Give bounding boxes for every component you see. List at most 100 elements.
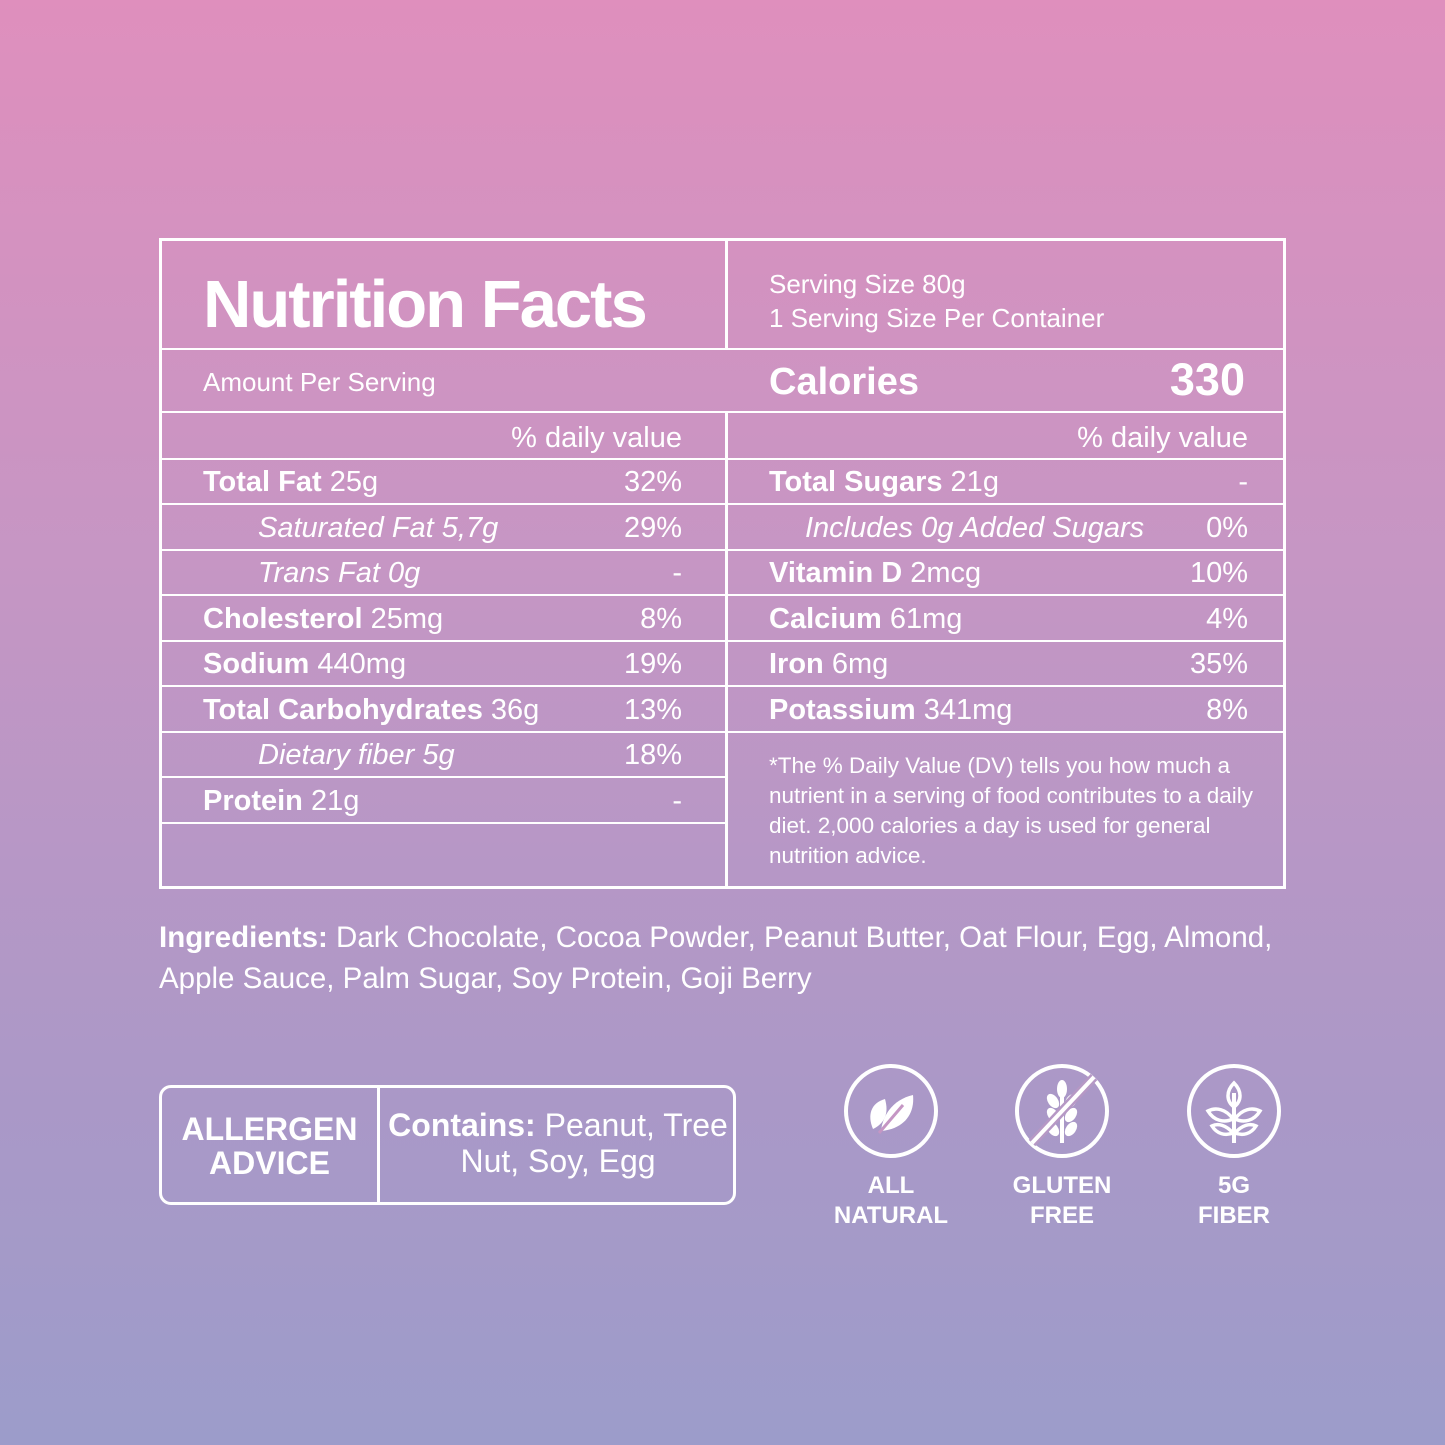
nutrient-name: Includes 0g Added Sugars: [805, 511, 1145, 544]
nutrient-name: Total Fat: [203, 465, 322, 498]
row-rule: [728, 640, 1283, 642]
nutrient-amount: 341mg: [915, 693, 1013, 726]
dv-header-left: % daily value: [511, 422, 682, 454]
nutrient-row-sodium: Sodium 440mg 19%: [203, 641, 682, 686]
nutrient-name: Calcium: [769, 602, 882, 635]
nutrient-name: Total Carbohydrates: [203, 693, 483, 726]
nutrient-name: Saturated Fat 5,7g: [258, 511, 499, 544]
nutrient-dv: -: [672, 784, 682, 817]
allergen-advice-box: ALLERGEN ADVICE Contains: Peanut, Tree N…: [159, 1085, 736, 1205]
calories-label: Calories: [769, 361, 919, 403]
ingredients-text: Dark Chocolate, Cocoa Powder, Peanut But…: [159, 921, 1273, 995]
serving-info: Serving Size 80g 1 Serving Size Per Cont…: [769, 267, 1104, 335]
nutrient-name: Dietary fiber 5g: [258, 738, 455, 771]
label-title: Nutrition Facts: [203, 267, 648, 342]
nutrient-name: Vitamin D: [769, 556, 903, 589]
nutrient-dv: 8%: [1206, 693, 1248, 726]
row-rule: [162, 822, 725, 824]
nutrient-row-added-sugars: Includes 0g Added Sugars 0%: [769, 505, 1248, 550]
row-rule: [162, 503, 725, 505]
nutrient-dv: 32%: [623, 465, 682, 498]
badge-caption: GLUTEN FREE: [1012, 1172, 1112, 1229]
nutrient-name: Potassium: [769, 693, 916, 726]
plant-icon: [1187, 1064, 1281, 1158]
row-rule: [728, 685, 1283, 687]
nutrient-name: Trans Fat 0g: [258, 556, 421, 589]
nutrient-amount: 21g: [302, 784, 360, 817]
nutrient-dv: 35%: [1189, 647, 1248, 680]
nutrient-row-total-sugars: Total Sugars 21g -: [769, 459, 1248, 504]
nutrient-amount: 25g: [321, 465, 379, 498]
nutrient-row-iron: Iron 6mg 35%: [769, 641, 1248, 686]
nutrient-amount: 6mg: [823, 647, 889, 680]
nutrient-row-protein: Protein 21g -: [203, 778, 682, 823]
nutrient-row-vitamin-d: Vitamin D 2mcg 10%: [769, 550, 1248, 595]
nutrient-row-total-fat: Total Fat 25g 32%: [203, 459, 682, 504]
column-divider: [725, 412, 728, 886]
row-rule: [162, 731, 725, 733]
nutrient-dv: 29%: [623, 511, 682, 544]
nutrient-amount: 440mg: [309, 647, 407, 680]
nutrient-dv: 10%: [1189, 556, 1248, 589]
nutrient-amount: 36g: [482, 693, 540, 726]
dv-header-right: % daily value: [1077, 422, 1248, 454]
amount-per-serving: Amount Per Serving: [203, 367, 436, 397]
leaf-icon: [844, 1064, 938, 1158]
allergen-contains: Contains: Peanut, Tree Nut, Soy, Egg: [380, 1107, 736, 1179]
nutrient-row-potassium: Potassium 341mg 8%: [769, 687, 1248, 732]
row-rule: [162, 594, 725, 596]
daily-value-disclaimer: *The % Daily Value (DV) tells you how mu…: [769, 753, 1254, 868]
nutrient-row-saturated-fat: Saturated Fat 5,7g 29%: [203, 505, 682, 550]
row-rule: [728, 503, 1283, 505]
nutrient-row-cholesterol: Cholesterol 25mg 8%: [203, 596, 682, 641]
nutrient-dv: 18%: [623, 738, 682, 771]
nutrient-name: Sodium: [203, 647, 310, 680]
nutrient-amount: 61mg: [881, 602, 963, 635]
row-rule: [162, 458, 725, 460]
row-rule: [162, 549, 725, 551]
badge-gluten-free: GLUTEN FREE: [977, 1063, 1147, 1231]
row-rule: [162, 640, 725, 642]
serving-size: Serving Size 80g: [769, 269, 966, 299]
nutrient-row-total-carbohydrates: Total Carbohydrates 36g 13%: [203, 687, 682, 732]
nutrient-dv: 19%: [623, 647, 682, 680]
ingredients-list: Ingredients: Dark Chocolate, Cocoa Powde…: [159, 917, 1279, 999]
allergen-divider: [377, 1088, 380, 1202]
badge-caption: 5G FIBER: [1198, 1172, 1270, 1229]
nutrient-amount: 25mg: [362, 602, 444, 635]
nutrient-dv: -: [672, 556, 682, 589]
nutrient-amount: 2mcg: [902, 556, 982, 589]
nutrient-name: Protein: [203, 784, 303, 817]
servings-per-container: 1 Serving Size Per Container: [769, 303, 1105, 333]
nutrient-dv: 8%: [640, 602, 682, 635]
row-rule: [728, 458, 1283, 460]
nutrient-row-dietary-fiber: Dietary fiber 5g 18%: [203, 732, 682, 777]
nutrient-dv: 13%: [623, 693, 682, 726]
contains-text: Peanut, Tree Nut, Soy, Egg: [460, 1107, 728, 1179]
header-divider: [725, 241, 728, 349]
calories-value: 330: [1169, 354, 1245, 405]
row-rule: [728, 594, 1283, 596]
badge-caption: ALL NATURAL: [833, 1172, 949, 1229]
row-rule: [162, 685, 725, 687]
allergen-heading: ALLERGEN ADVICE: [181, 1111, 358, 1181]
nutrient-name: Cholesterol: [203, 602, 363, 635]
nutrient-dv: -: [1238, 465, 1248, 498]
nutrient-name: Iron: [769, 647, 824, 680]
header-rule: [162, 348, 1283, 350]
contains-label: Contains:: [388, 1107, 536, 1143]
ingredients-label: Ingredients:: [159, 921, 328, 954]
calories-rule: [162, 411, 1283, 413]
nutrient-dv: 0%: [1206, 511, 1248, 544]
nutrient-name: Total Sugars: [769, 465, 943, 498]
badge-5g-fiber: 5G FIBER: [1149, 1063, 1319, 1231]
nutrient-dv: 4%: [1206, 602, 1248, 635]
gluten-free-icon: [1015, 1064, 1109, 1158]
badge-all-natural: ALL NATURAL: [806, 1063, 976, 1231]
nutrient-row-calcium: Calcium 61mg 4%: [769, 596, 1248, 641]
row-rule: [728, 549, 1283, 551]
nutrient-amount: 21g: [942, 465, 999, 498]
nutrient-row-trans-fat: Trans Fat 0g -: [203, 550, 682, 595]
row-rule: [162, 776, 725, 778]
row-rule: [728, 731, 1283, 733]
